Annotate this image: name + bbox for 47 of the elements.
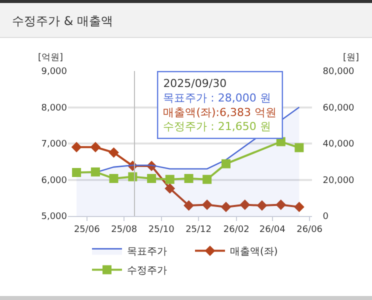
point [202,200,212,210]
y-tick-label: 6,000 [41,176,68,186]
x-tick-label: 26/02 [223,224,250,235]
point [147,174,156,183]
point [240,200,250,210]
chart-title: 수정주가 & 매출액 [0,0,372,38]
x-tick-label: 25/12 [186,224,212,235]
x-tick-label: 26/06 [296,224,323,235]
point [164,183,176,194]
point [256,200,268,211]
point [276,200,286,210]
legend-label: 수정주가 [127,266,167,277]
point [202,174,212,184]
point [108,147,119,158]
point [90,142,101,152]
y2-tick-label: 20,000 [322,176,355,186]
point [294,202,304,212]
y-axis-title: [억원] [38,53,64,63]
point [220,202,232,212]
point [221,159,230,168]
y2-axis-title: [원] [343,53,360,63]
point [71,142,82,152]
point [294,143,304,152]
y-tick-label: 9,000 [41,67,68,78]
point [72,168,82,177]
point [90,167,100,176]
point [109,174,118,183]
y2-tick-label: 60,000 [322,103,355,114]
y-tick-label: 7,000 [41,140,68,150]
y2-tick-label: 80,000 [322,67,355,78]
y-tick-label: 5,000 [41,212,68,222]
y-tick-label: 8,000 [41,103,68,114]
annotation: 매출액(좌):6,383 억원 [163,106,276,119]
point [165,174,174,184]
legend-label: 목표주가 [127,246,167,258]
annotation: 2025/09/30 [163,77,227,90]
annotation: 목표주가 : 28,000 원 [163,92,271,104]
legend-label: 매출액(좌) [230,246,278,258]
annotation: 수정주가 : 21,650 원 [163,120,271,134]
x-tick-label: 25/08 [111,224,138,235]
point [184,200,194,211]
x-tick-label: 26/04 [259,224,286,235]
x-tick-label: 25/10 [148,224,175,235]
y2-tick-label: 40,000 [322,140,355,150]
y2-tick-label: 0 [322,212,329,222]
x-tick-label: 25/06 [74,224,100,235]
point [184,174,194,183]
